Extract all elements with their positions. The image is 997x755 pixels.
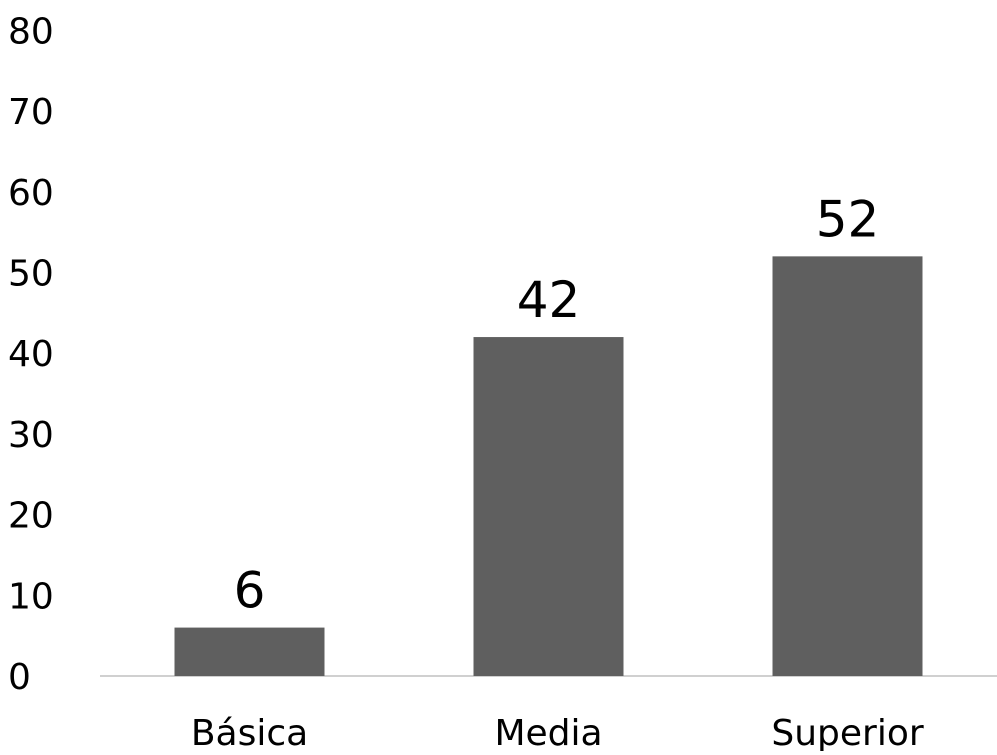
- y-tick-label: 30: [8, 415, 54, 456]
- bar-0: [174, 627, 325, 676]
- data-label: 52: [816, 190, 880, 248]
- x-tick-label: Básica: [191, 713, 308, 751]
- y-tick-label: 10: [8, 576, 54, 617]
- y-tick-label: 70: [8, 92, 54, 133]
- y-tick-label: 0: [8, 657, 31, 698]
- data-label: 6: [234, 562, 266, 620]
- y-tick-label: 40: [8, 334, 54, 375]
- y-axis-ticks: 0 10 20 30 40 50 60 70 80: [8, 11, 54, 698]
- bar-2: [772, 256, 923, 676]
- data-labels-group: 6 42 52: [234, 190, 880, 619]
- y-tick-label: 20: [8, 496, 54, 537]
- data-label: 42: [517, 271, 581, 329]
- bar-1: [473, 337, 624, 676]
- x-tick-label: Superior: [771, 713, 923, 751]
- y-tick-label: 50: [8, 254, 54, 295]
- y-tick-label: 80: [8, 11, 54, 52]
- y-tick-label: 60: [8, 173, 54, 214]
- bars-group: [174, 256, 923, 676]
- x-axis-labels: Básica Media Superior: [191, 713, 924, 754]
- x-tick-label: Media: [494, 713, 602, 751]
